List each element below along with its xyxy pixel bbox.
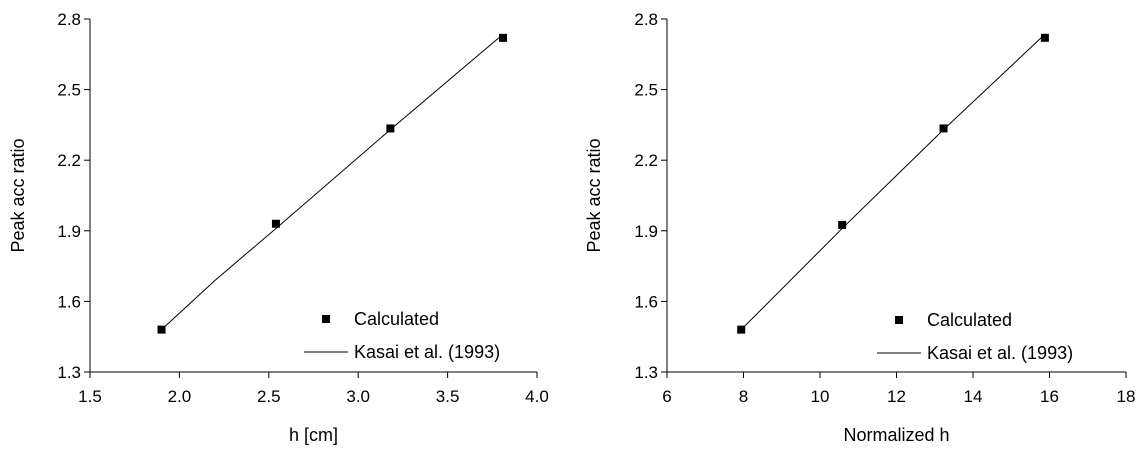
chart-2: 1.3 1.6 1.9 2.2 2.5 2.8 6 8 10 12 14 16 18 Normalized… bbox=[584, 10, 1135, 445]
data-point-calculated bbox=[939, 124, 948, 133]
x-tick-label: 3.0 bbox=[346, 387, 370, 406]
legend-label: Kasai et al. (1993) bbox=[354, 342, 500, 362]
data-point-calculated bbox=[737, 325, 746, 334]
x-tick-label: 6 bbox=[662, 387, 671, 406]
y-axis-title: Peak acc ratio bbox=[8, 138, 28, 252]
legend: Calculated Kasai et al. (1993) bbox=[877, 310, 1073, 363]
y-tick-label: 1.9 bbox=[57, 222, 81, 241]
data-point-calculated bbox=[838, 220, 847, 229]
y-tick-label: 2.5 bbox=[634, 81, 658, 100]
x-tick-label: 12 bbox=[887, 387, 906, 406]
x-tick-label: 3.5 bbox=[436, 387, 460, 406]
y-tick-label: 2.2 bbox=[634, 151, 658, 170]
x-tick-label: 18 bbox=[1117, 387, 1136, 406]
y-tick-label: 1.3 bbox=[634, 363, 658, 382]
y-tick-label: 1.6 bbox=[57, 292, 81, 311]
x-axis-title: h [cm] bbox=[289, 425, 338, 445]
legend-marker-calculated bbox=[895, 316, 903, 324]
x-tick-label: 8 bbox=[739, 387, 748, 406]
legend-label: Calculated bbox=[927, 310, 1012, 330]
data-point-calculated bbox=[1040, 33, 1049, 42]
series-line-kasai bbox=[740, 33, 1046, 330]
series-line-kasai bbox=[161, 33, 504, 331]
data-point-calculated bbox=[271, 219, 280, 228]
legend-label: Calculated bbox=[354, 309, 439, 329]
legend-marker-calculated bbox=[322, 315, 330, 323]
y-tick-label: 2.8 bbox=[634, 10, 658, 29]
data-point-calculated bbox=[386, 124, 395, 133]
y-axis-title: Peak acc ratio bbox=[584, 138, 604, 252]
x-tick-label: 2.0 bbox=[168, 387, 192, 406]
x-tick-label: 10 bbox=[811, 387, 830, 406]
legend: Calculated Kasai et al. (1993) bbox=[304, 309, 500, 362]
x-tick-label: 2.5 bbox=[257, 387, 281, 406]
y-tick-label: 1.3 bbox=[57, 363, 81, 382]
x-axis-title: Normalized h bbox=[843, 425, 949, 445]
x-tick-label: 14 bbox=[964, 387, 983, 406]
y-tick-label: 2.2 bbox=[57, 151, 81, 170]
data-point-calculated bbox=[499, 33, 508, 42]
y-tick-label: 1.9 bbox=[634, 222, 658, 241]
y-tick-label: 2.5 bbox=[57, 81, 81, 100]
data-point-calculated bbox=[157, 325, 166, 334]
x-tick-label: 16 bbox=[1040, 387, 1059, 406]
x-tick-label: 4.0 bbox=[525, 387, 549, 406]
y-tick-label: 2.8 bbox=[57, 10, 81, 29]
legend-label: Kasai et al. (1993) bbox=[927, 343, 1073, 363]
x-tick-label: 1.5 bbox=[78, 387, 102, 406]
y-tick-label: 1.6 bbox=[634, 292, 658, 311]
chart-1: 1.3 1.6 1.9 2.2 2.5 2.8 1.5 2.0 2.5 3.0 3.5 4.0 h [c… bbox=[8, 10, 549, 445]
